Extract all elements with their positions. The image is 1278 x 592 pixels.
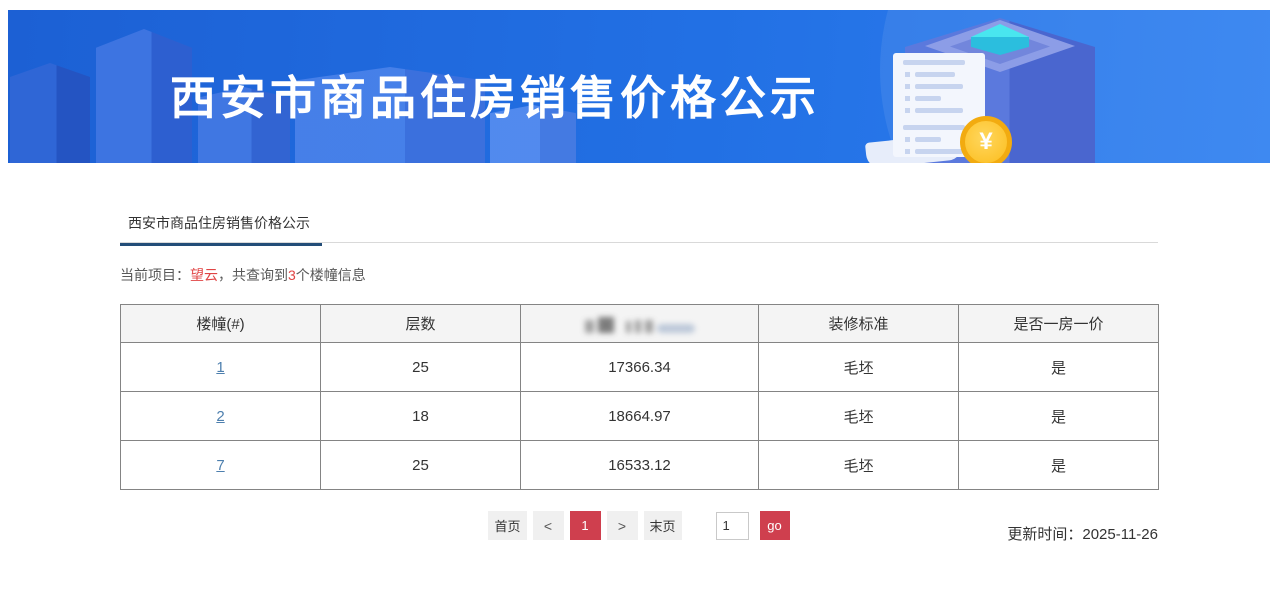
building-link-7[interactable]: 7 xyxy=(216,456,225,474)
table-row: 2 18 18664.97 毛坯 是 xyxy=(120,391,1159,441)
header-price-blurred xyxy=(520,304,759,343)
cyan-cube-icon xyxy=(971,37,1029,55)
decoration-cell: 毛坯 xyxy=(758,391,959,441)
table-header-row: 楼幢(#) 层数 装修标准 是否一房一价 xyxy=(120,304,1159,343)
go-button[interactable]: go xyxy=(759,511,790,540)
last-page-button[interactable]: 末页 xyxy=(643,511,682,540)
price-cell: 17366.34 xyxy=(520,342,759,392)
update-time-label: 更新时间： xyxy=(1007,526,1083,543)
price-cell: 18664.97 xyxy=(520,391,759,441)
project-name: 望云 xyxy=(190,267,218,283)
building-pillar-icon xyxy=(490,105,576,163)
one-price-cell: 是 xyxy=(958,342,1159,392)
page-1-button[interactable]: 1 xyxy=(569,511,601,540)
header-one-price: 是否一房一价 xyxy=(958,304,1159,343)
prev-page-button[interactable]: < xyxy=(532,511,564,540)
decoration-cell: 毛坯 xyxy=(758,342,959,392)
header-decoration: 装修标准 xyxy=(758,304,959,343)
floors-cell: 25 xyxy=(320,440,521,490)
query-prefix: 当前项目： xyxy=(120,267,190,283)
yuan-symbol: ¥ xyxy=(979,128,993,155)
banner-title: 西安市商品住房销售价格公示 xyxy=(170,72,820,124)
price-table: 楼幢(#) 层数 装修标准 是否一房一价 1 25 17366.34 毛坯 是 … xyxy=(120,304,1159,490)
building-pillar-icon xyxy=(96,29,192,163)
tab-bar: 西安市商品住房销售价格公示 xyxy=(120,213,1158,246)
update-time: 更新时间：2025-11-26 xyxy=(1007,523,1158,544)
floors-cell: 25 xyxy=(320,342,521,392)
page-jump-input[interactable] xyxy=(715,511,749,540)
next-page-button[interactable]: > xyxy=(606,511,638,540)
building-count: 3 xyxy=(288,267,296,283)
building-pillar-icon xyxy=(198,87,290,163)
one-price-cell: 是 xyxy=(958,440,1159,490)
query-middle: ，共查询到 xyxy=(218,267,288,283)
query-suffix: 个楼幢信息 xyxy=(295,267,366,283)
header-building: 楼幢(#) xyxy=(120,304,321,343)
header-floors: 层数 xyxy=(320,304,521,343)
building-link-2[interactable]: 2 xyxy=(216,407,225,425)
blurred-text xyxy=(584,315,695,333)
building-pillar-icon xyxy=(10,63,90,163)
building-pillar-icon xyxy=(295,67,485,163)
tab-price-publicity[interactable]: 西安市商品住房销售价格公示 xyxy=(120,213,322,246)
table-row: 1 25 17366.34 毛坯 是 xyxy=(120,342,1159,392)
banner: 西安市商品住房销售价格公示 ¥ xyxy=(8,10,1270,163)
first-page-button[interactable]: 首页 xyxy=(488,511,527,540)
one-price-cell: 是 xyxy=(958,391,1159,441)
update-time-value: 2025-11-26 xyxy=(1082,526,1158,543)
floors-cell: 18 xyxy=(320,391,521,441)
decoration-cell: 毛坯 xyxy=(758,440,959,490)
query-info: 当前项目：望云，共查询到3个楼幢信息 xyxy=(120,265,1158,285)
building-link-1[interactable]: 1 xyxy=(216,358,225,376)
bottom-bar: 首页 < 1 > 末页 go 更新时间：2025-11-26 xyxy=(120,511,1158,551)
table-row: 7 25 16533.12 毛坯 是 xyxy=(120,440,1159,490)
yuan-coin-icon: ¥ xyxy=(960,116,1012,163)
price-cell: 16533.12 xyxy=(520,440,759,490)
pagination: 首页 < 1 > 末页 go xyxy=(120,511,1158,540)
